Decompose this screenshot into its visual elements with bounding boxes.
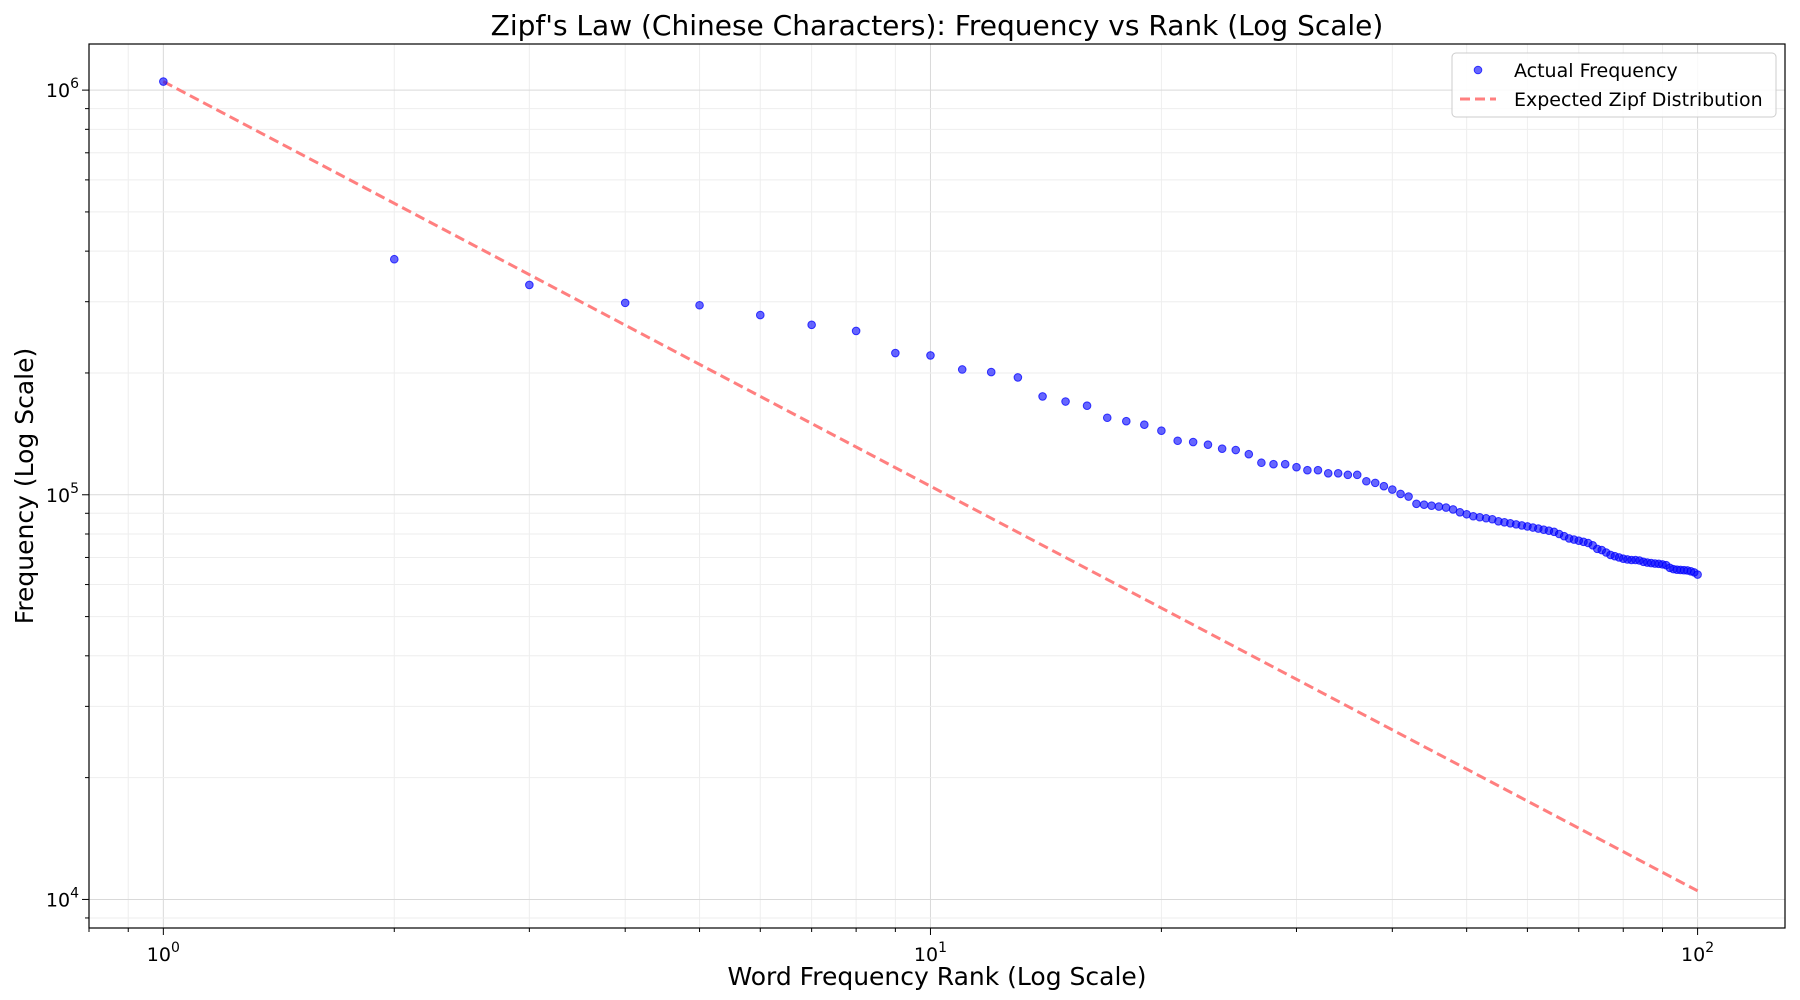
data-point (696, 301, 704, 309)
data-point (1413, 500, 1421, 508)
data-point (1405, 493, 1413, 501)
data-point (852, 327, 860, 335)
data-point (1304, 466, 1312, 474)
data-point (1428, 502, 1436, 510)
data-point (1694, 571, 1702, 579)
data-point (1270, 460, 1278, 468)
y-axis-label: Frequency (Log Scale) (10, 348, 39, 624)
data-point (1258, 459, 1266, 467)
data-point (1420, 501, 1428, 509)
x-tick-label: 102 (1681, 940, 1714, 966)
data-point (1158, 427, 1166, 435)
data-point (808, 321, 816, 329)
data-point (958, 366, 966, 374)
data-point (1122, 417, 1130, 425)
data-point (160, 78, 168, 86)
data-point (1363, 477, 1371, 485)
data-point (1039, 393, 1047, 401)
data-point (1103, 414, 1111, 422)
data-point (1334, 469, 1342, 477)
y-tick-label: 106 (46, 76, 79, 102)
data-point (1435, 503, 1443, 511)
data-point (1293, 463, 1301, 471)
data-point (1083, 402, 1091, 410)
data-point (1232, 446, 1240, 454)
data-point (756, 311, 764, 319)
x-tick-label: 100 (147, 940, 180, 966)
data-point (526, 281, 534, 289)
data-point (1141, 421, 1149, 429)
data-point (892, 349, 900, 357)
data-point (1218, 445, 1226, 453)
data-point (1245, 450, 1253, 458)
y-axis: 104 105 106 (46, 76, 89, 918)
data-point (1062, 398, 1070, 406)
data-point (1380, 482, 1388, 490)
data-point (1314, 466, 1322, 474)
data-point (390, 255, 398, 263)
y-tick-label: 104 (46, 885, 79, 911)
x-axis: 100 101 102 (89, 928, 1714, 966)
legend-label-expected: Expected Zipf Distribution (1514, 89, 1763, 111)
legend-marker-actual (1474, 66, 1482, 74)
data-point (1344, 471, 1352, 479)
data-point (1174, 437, 1182, 445)
legend: Actual Frequency Expected Zipf Distribut… (1452, 53, 1776, 117)
y-tick-label: 105 (46, 481, 79, 507)
chart-title: Zipf's Law (Chinese Characters): Frequen… (491, 9, 1384, 42)
data-point (1389, 486, 1397, 494)
data-point (1281, 460, 1289, 468)
data-point (1014, 374, 1022, 382)
data-point (1189, 438, 1197, 446)
data-point (987, 368, 995, 376)
legend-label-actual: Actual Frequency (1514, 60, 1678, 82)
data-point (1442, 504, 1450, 512)
data-point (1371, 479, 1379, 487)
data-point (1397, 490, 1405, 498)
data-point (927, 352, 935, 360)
data-point (1353, 471, 1361, 479)
x-axis-label: Word Frequency Rank (Log Scale) (727, 962, 1146, 991)
data-point (621, 299, 629, 307)
data-point (1204, 441, 1212, 449)
data-point (1324, 469, 1332, 477)
